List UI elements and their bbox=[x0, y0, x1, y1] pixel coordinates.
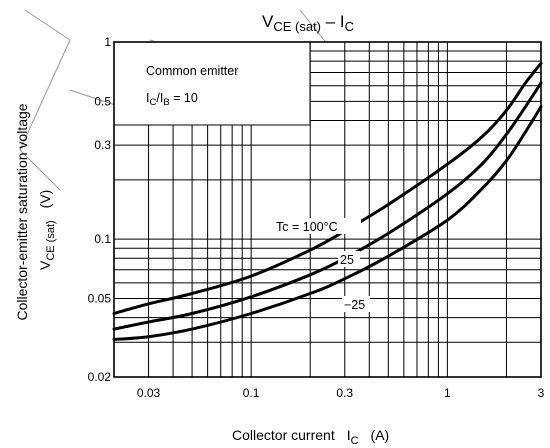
series-line bbox=[112, 61, 543, 315]
annotation-ratio: IC/IB = 10 bbox=[146, 91, 198, 108]
y-tick-label: 0.3 bbox=[94, 138, 111, 152]
curve-label-100: Tc = 100°C bbox=[276, 220, 338, 234]
annotation-box bbox=[113, 41, 311, 126]
curve-label-minus25: −25 bbox=[344, 298, 365, 312]
x-tick-label: 1 bbox=[444, 386, 451, 400]
tick-labels: 0.03 0.1 0.3 1 3 1 0.5 0.3 0.1 0.05 0.02 bbox=[88, 35, 545, 400]
series-group bbox=[112, 61, 543, 341]
curve-label-25: 25 bbox=[340, 253, 354, 267]
x-axis-title: Collector current IC (A) bbox=[232, 427, 389, 447]
annotation-line1: Common emitter bbox=[146, 64, 238, 78]
series-line bbox=[112, 81, 543, 331]
chart-title: VCE (sat) – IC bbox=[262, 12, 354, 34]
y-tick-label: 0.5 bbox=[94, 94, 111, 108]
label-bg-minus25 bbox=[342, 296, 370, 312]
plot-frame bbox=[113, 41, 542, 378]
y-tick-label: 1 bbox=[104, 35, 111, 49]
series-line bbox=[112, 105, 543, 341]
x-tick-label: 3 bbox=[538, 386, 545, 400]
y-tick-label: 0.02 bbox=[88, 370, 112, 384]
label-bg-100 bbox=[273, 218, 361, 234]
x-tick-label: 0.3 bbox=[336, 386, 353, 400]
x-tick-label: 0.03 bbox=[137, 386, 161, 400]
y-axis-title-line2: VCE (sat)(V) bbox=[37, 190, 57, 270]
y-tick-label: 0.05 bbox=[88, 292, 112, 306]
x-tick-label: 0.1 bbox=[243, 386, 260, 400]
y-tick-label: 0.1 bbox=[94, 232, 111, 246]
y-axis-title-line1: Collector-emitter saturation voltage bbox=[14, 103, 30, 320]
label-bg-25 bbox=[338, 251, 360, 267]
